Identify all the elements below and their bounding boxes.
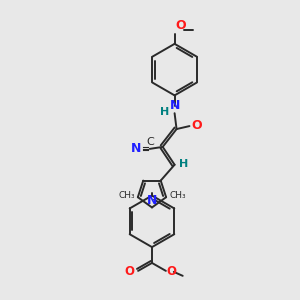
Text: O: O (167, 266, 177, 278)
Text: N: N (147, 194, 157, 207)
Text: C: C (146, 137, 154, 147)
Text: N: N (130, 142, 141, 155)
Text: CH₃: CH₃ (118, 191, 135, 200)
Text: N: N (169, 99, 180, 112)
Text: O: O (191, 118, 202, 132)
Text: H: H (178, 159, 188, 169)
Text: CH₃: CH₃ (169, 191, 186, 200)
Text: H: H (160, 107, 169, 117)
Text: O: O (176, 19, 186, 32)
Text: O: O (124, 266, 134, 278)
